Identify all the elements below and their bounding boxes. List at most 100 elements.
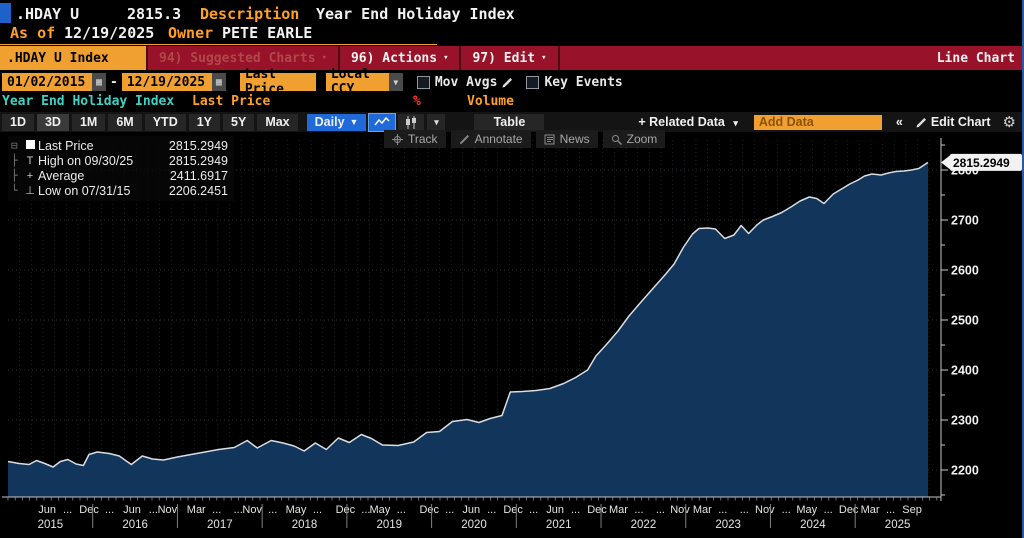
low-marker-icon: ⊥ — [25, 185, 35, 197]
track-tool-button[interactable]: Track — [384, 130, 446, 148]
svg-text:...: ... — [268, 504, 277, 516]
legend-label: Average — [38, 168, 85, 183]
svg-text:2500: 2500 — [951, 314, 979, 328]
period-button-3d[interactable]: 3D — [36, 113, 69, 131]
legend-row[interactable]: ├ + Average 2411.6917 — [11, 168, 228, 183]
pencil-icon[interactable] — [501, 76, 514, 89]
period-button-1d[interactable]: 1D — [2, 113, 34, 131]
svg-text:Dec: Dec — [79, 504, 99, 516]
svg-text:2400: 2400 — [951, 364, 979, 378]
edit-chart-button[interactable]: Edit Chart — [930, 115, 991, 129]
period-button-ytd[interactable]: YTD — [144, 113, 186, 131]
period-button-6m[interactable]: 6M — [108, 113, 142, 131]
svg-text:Dec: Dec — [419, 504, 439, 516]
svg-text:...: ... — [740, 504, 749, 516]
legend-tree-glyph: ├ — [11, 169, 18, 182]
last-price-value: 2815.3 — [127, 5, 182, 23]
svg-text:2016: 2016 — [122, 519, 148, 531]
price-chart[interactable]: 2200230024002500260027002800 Jun...Dec..… — [0, 130, 1024, 538]
candle-chart-icon[interactable] — [398, 113, 425, 131]
svg-text:...: ... — [105, 504, 114, 516]
svg-text:Nov: Nov — [755, 504, 775, 516]
security-ticker: .HDAY U — [16, 5, 80, 23]
legend-row[interactable]: └ ⊥ Low on 07/31/15 2206.2451 — [11, 183, 228, 198]
table-button[interactable]: Table — [474, 113, 545, 131]
avg-marker-icon: + — [26, 169, 34, 182]
menu-edit[interactable]: 97) Edit ▾ — [461, 46, 557, 70]
price-area-series — [7, 161, 929, 497]
svg-text:May: May — [286, 504, 307, 516]
svg-text:Mar: Mar — [187, 504, 206, 516]
annotate-tool-button[interactable]: Annotate — [450, 130, 531, 148]
period-button-1m[interactable]: 1M — [71, 113, 106, 131]
svg-text:2022: 2022 — [631, 519, 657, 531]
svg-text:Dec: Dec — [336, 504, 356, 516]
news-tool-button[interactable]: News — [535, 130, 598, 148]
currency-select[interactable]: Local CCY — [325, 67, 389, 97]
terminal-corner-chip — [0, 3, 11, 23]
svg-text:Dec: Dec — [587, 504, 607, 516]
legend-value: 2411.6917 — [169, 168, 228, 183]
svg-text:...: ... — [634, 504, 643, 516]
y-axis: 2200230024002500260027002800 — [940, 138, 979, 501]
collapse-panel-button[interactable]: « — [895, 115, 903, 129]
chevron-down-icon[interactable]: ▼ — [388, 73, 403, 91]
legend-tree-glyph: └ — [11, 184, 18, 197]
news-tool-label: News — [559, 132, 590, 146]
period-button-5y[interactable]: 5Y — [223, 113, 255, 131]
period-button-1y[interactable]: 1Y — [188, 113, 221, 131]
legend-row[interactable]: ├ T High on 09/30/25 2815.2949 — [11, 153, 228, 168]
gear-icon[interactable]: ⚙ — [1002, 114, 1016, 131]
menu-actions[interactable]: 96) Actions ▾ — [340, 46, 460, 70]
menu-suggested-charts[interactable]: 94) Suggested Charts ▾ — [148, 46, 338, 70]
svg-text:2021: 2021 — [546, 519, 572, 531]
mov-avgs-label: Mov Avgs — [434, 74, 498, 90]
chevron-down-icon: ▾ — [733, 118, 738, 128]
chart-legend[interactable]: ⊟ Last Price 2815.2949 ├ T High on 09/30/25 28… — [8, 136, 234, 201]
security-description: Year End Holiday Index — [316, 5, 515, 23]
svg-text:2018: 2018 — [292, 519, 318, 531]
svg-text:Jun: Jun — [546, 504, 564, 516]
asof-label: As of — [10, 24, 56, 42]
svg-text:2020: 2020 — [461, 519, 487, 531]
legend-value: 2815.2949 — [168, 138, 228, 153]
study-label[interactable]: Last Price — [192, 94, 271, 109]
chevron-down-icon: ▾ — [443, 53, 449, 63]
legend-label: High on 09/30/25 — [38, 153, 134, 168]
svg-text:2815.2949: 2815.2949 — [953, 156, 1010, 170]
menu-suggested-label: 94) Suggested Charts — [159, 50, 316, 66]
svg-text:Nov: Nov — [242, 504, 262, 516]
frequency-select[interactable]: Daily ▼ — [306, 113, 367, 131]
svg-text:2700: 2700 — [951, 214, 979, 228]
calendar-icon[interactable]: ▦ — [211, 73, 226, 91]
legend-row[interactable]: ⊟ Last Price 2815.2949 — [11, 138, 228, 153]
asof-date: 12/19/2025 — [64, 24, 155, 42]
chart-type-dropdown[interactable]: ▾ — [427, 113, 446, 131]
legend-tree-glyph: ├ — [11, 154, 18, 167]
zoom-tool-button[interactable]: Zoom — [602, 130, 666, 148]
end-date-input[interactable]: 12/19/2025 — [121, 73, 212, 91]
svg-text:Jun: Jun — [38, 504, 56, 516]
security-name-label[interactable]: Year End Holiday Index — [2, 94, 175, 109]
volume-label[interactable]: Volume — [467, 94, 514, 109]
period-button-max[interactable]: Max — [257, 113, 298, 131]
add-data-input[interactable] — [753, 114, 882, 130]
svg-text:2600: 2600 — [951, 264, 979, 278]
svg-text:...: ... — [487, 504, 496, 516]
percent-toggle[interactable]: % — [413, 94, 421, 109]
related-data-button[interactable]: + Related Data ▾ — [632, 115, 744, 129]
calendar-icon[interactable]: ▦ — [92, 73, 106, 91]
start-date-input[interactable]: 01/02/2015 — [2, 73, 92, 91]
field-select[interactable]: Last Price — [239, 67, 316, 97]
svg-text:...: ... — [149, 504, 158, 516]
mov-avgs-checkbox[interactable] — [416, 75, 430, 89]
key-events-checkbox[interactable] — [526, 75, 540, 89]
track-tool-label: Track — [408, 132, 438, 146]
security-tab[interactable]: .HDAY U Index — [0, 46, 146, 70]
svg-text:...: ... — [656, 504, 665, 516]
svg-text:Mar: Mar — [609, 504, 628, 516]
svg-text:Nov: Nov — [670, 504, 690, 516]
line-chart-icon[interactable] — [368, 112, 397, 132]
svg-text:2024: 2024 — [800, 519, 826, 531]
x-axis: Jun... Dec... Jun... Nov Mar...... Nov... May.… — [2, 496, 941, 531]
